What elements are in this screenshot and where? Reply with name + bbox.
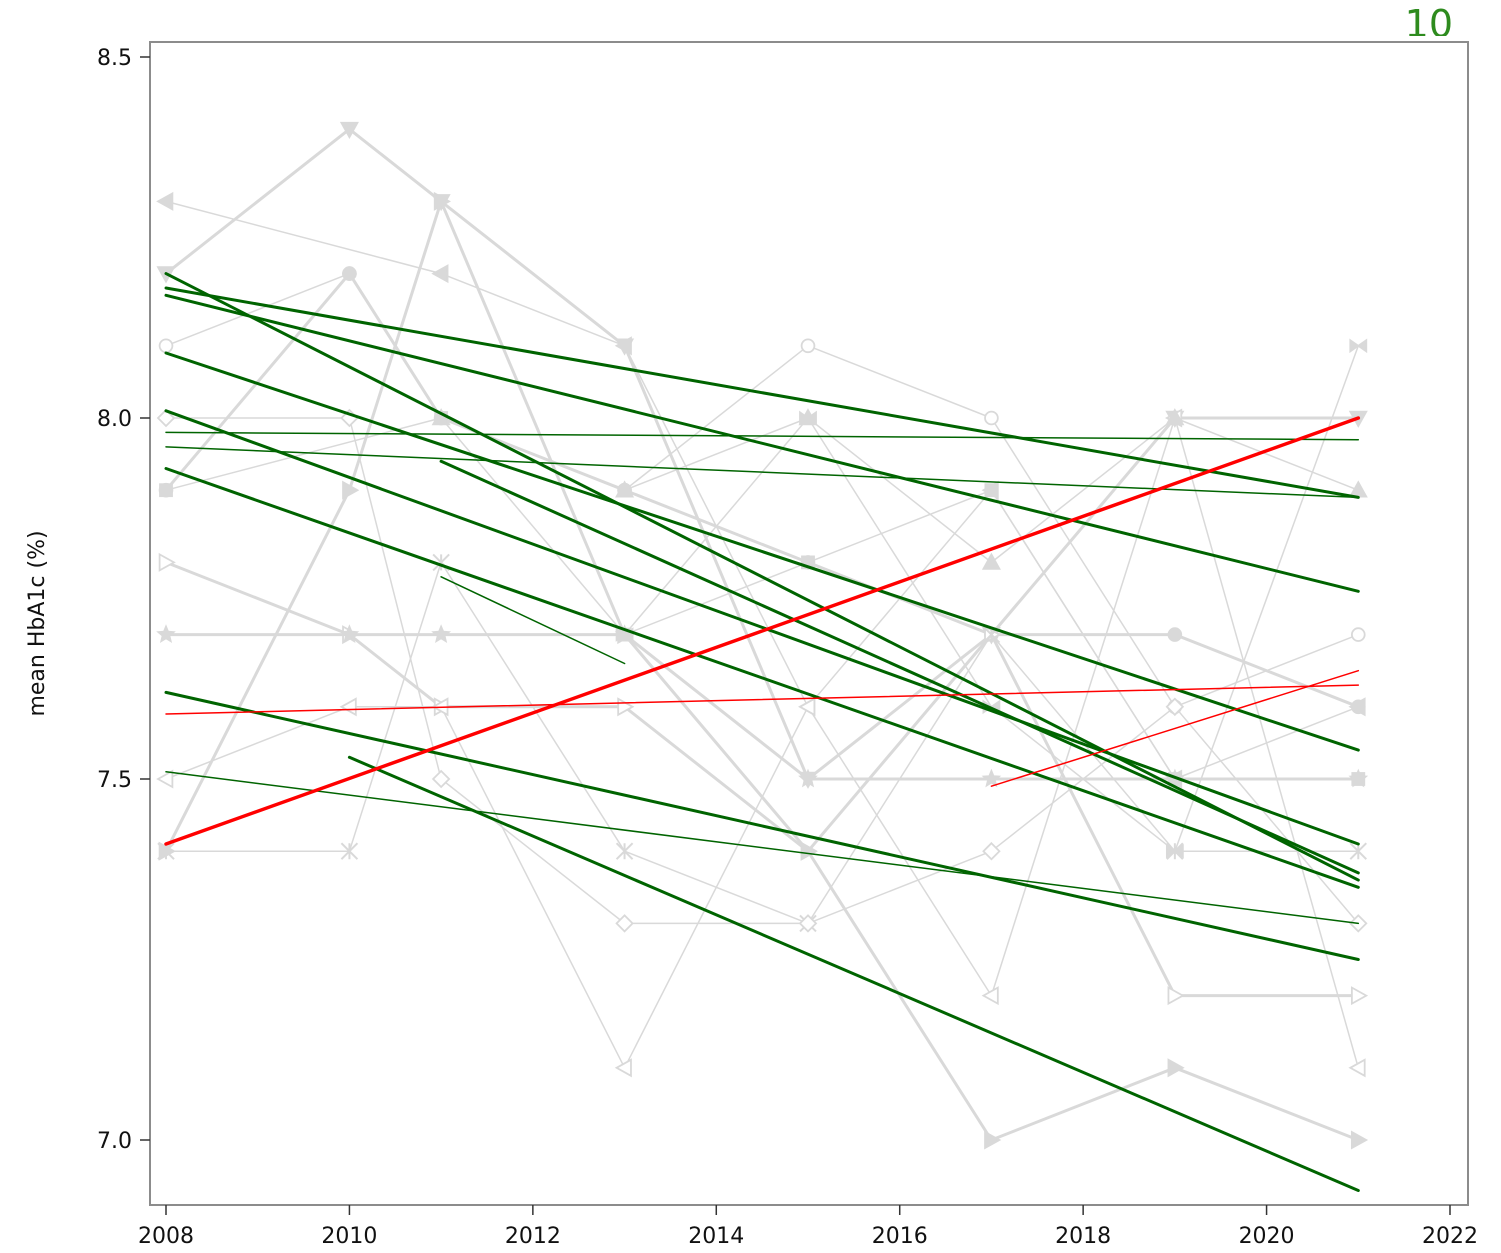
data-point xyxy=(614,1058,632,1078)
data-point xyxy=(798,697,816,717)
x-tick-label: 2012 xyxy=(505,1224,561,1249)
data-point xyxy=(615,480,635,498)
raw-series-layer xyxy=(156,121,1369,1150)
x-tick-label: 2018 xyxy=(1055,1224,1111,1249)
plot-frame xyxy=(149,41,1469,1206)
data-point xyxy=(615,627,634,642)
data-point xyxy=(615,842,634,860)
increasing-trend-line xyxy=(990,669,1360,787)
raw-series-line xyxy=(165,127,1359,781)
data-point xyxy=(1167,1058,1185,1078)
data-point xyxy=(1350,1130,1369,1150)
x-tick-label: 2014 xyxy=(688,1224,744,1249)
data-point xyxy=(984,410,999,426)
data-point xyxy=(342,266,357,281)
data-point xyxy=(981,986,999,1006)
data-point xyxy=(156,624,176,644)
y-axis-label: mean HbA1c (%) xyxy=(25,530,50,716)
data-point xyxy=(981,768,1002,788)
decreasing-trend-line xyxy=(440,576,626,665)
raw-series-6 xyxy=(156,624,1369,788)
data-point xyxy=(156,191,174,211)
data-point xyxy=(1165,843,1184,859)
data-point xyxy=(342,480,360,500)
data-point xyxy=(339,624,360,644)
data-point xyxy=(433,191,451,211)
decreasing-trend-line xyxy=(165,431,1360,441)
x-tick-label: 2008 xyxy=(138,1224,194,1249)
decreasing-trend-line xyxy=(439,459,1360,875)
x-tick-label: 2010 xyxy=(321,1224,377,1249)
data-point xyxy=(1350,699,1366,715)
data-point xyxy=(1167,986,1185,1006)
trend-lines-layer xyxy=(164,272,1361,1192)
data-point xyxy=(1348,1058,1366,1078)
data-point xyxy=(1165,697,1185,717)
data-point xyxy=(158,338,174,354)
data-point xyxy=(431,264,449,284)
decreasing-trend-line xyxy=(164,409,1360,846)
data-point xyxy=(156,408,176,428)
data-point xyxy=(157,842,175,860)
raw-series-line xyxy=(440,417,1359,564)
decreasing-trend-line xyxy=(164,467,1360,889)
data-point xyxy=(1167,627,1183,642)
decreasing-trend-line xyxy=(164,690,1360,961)
data-point xyxy=(614,336,632,356)
y-tick-label: 7.5 xyxy=(97,768,132,793)
data-point xyxy=(1348,480,1368,498)
increasing-trend-line xyxy=(164,416,1361,846)
y-tick-label: 7.0 xyxy=(97,1129,132,1154)
data-point xyxy=(984,483,999,498)
data-point xyxy=(800,338,816,354)
data-point xyxy=(798,768,818,788)
data-point xyxy=(1351,772,1366,786)
data-point xyxy=(431,624,452,644)
x-tick-label: 2020 xyxy=(1239,1224,1295,1249)
data-point xyxy=(799,410,817,426)
data-point xyxy=(431,769,451,789)
data-point xyxy=(339,121,359,140)
raw-series-line xyxy=(166,633,1359,781)
data-point xyxy=(981,552,1001,570)
data-point xyxy=(1165,408,1185,426)
axes-layer: 2008 2010 2012 2014 2016 2018 2020 2022 7.0 7.5 8.… xyxy=(25,46,1478,1249)
panel-number-label: 10 xyxy=(1404,2,1453,36)
decreasing-trend-line xyxy=(347,755,1360,1192)
data-point xyxy=(156,769,174,789)
data-point xyxy=(982,841,1001,861)
raw-series-line xyxy=(165,417,1360,1069)
decreasing-trend-line xyxy=(164,293,1360,593)
decreasing-trend-line xyxy=(164,351,1360,752)
data-point xyxy=(798,914,818,933)
data-point xyxy=(800,841,818,861)
data-point xyxy=(1350,986,1369,1006)
y-tick-label: 8.0 xyxy=(97,407,132,432)
data-point xyxy=(615,914,634,933)
raw-series-line xyxy=(164,199,1359,1142)
raw-series-line xyxy=(165,561,1359,998)
decreasing-trend-line xyxy=(164,272,1360,882)
increasing-trend-line xyxy=(165,684,1360,715)
data-point xyxy=(340,842,359,860)
decreasing-trend-line xyxy=(165,771,1360,925)
data-point xyxy=(984,1130,1002,1150)
decreasing-trend-line xyxy=(164,286,1360,499)
y-tick-label: 8.5 xyxy=(97,46,132,71)
data-point xyxy=(158,552,176,572)
x-tick-label: 2022 xyxy=(1422,1224,1478,1249)
data-point xyxy=(1349,842,1367,860)
x-tick-label: 2016 xyxy=(872,1224,928,1249)
data-point xyxy=(1349,338,1368,354)
data-point xyxy=(159,483,173,498)
data-point xyxy=(1350,627,1366,642)
data-point xyxy=(339,697,357,717)
